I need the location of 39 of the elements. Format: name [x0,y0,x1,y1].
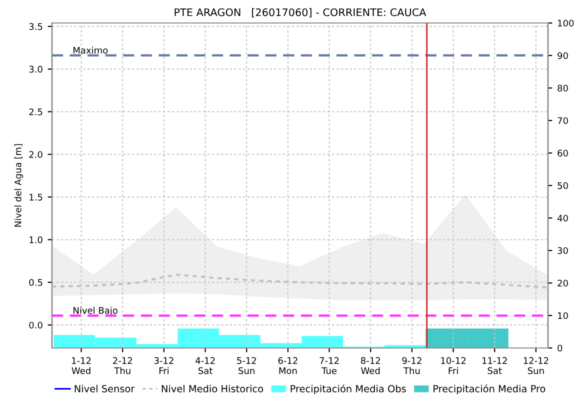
y2-tick-label: 100 [558,20,574,27]
x-tick-label: 4-12 Sat [195,357,215,374]
y-tick-label: 0.5 [29,279,42,286]
y-axis-title: Nivel del Agua [m] [14,144,24,227]
y2-tick-label: 60 [558,150,568,157]
y2-tick-label: 20 [558,280,568,287]
y2-tick-label: 80 [558,84,568,92]
x-tick-label: 2-12 Thu [113,357,132,374]
y-tick-label: 1.5 [30,194,42,201]
y2-tick-label: 0 [558,344,562,352]
ref-line-label: Maximo [74,46,108,54]
y2-tick-label: 50 [558,182,568,190]
x-tick-label: 9-12 Thu [402,357,422,374]
x-tick-label: 12-12 Sun [524,357,548,374]
x-tick-label: 8-12 Wed [360,357,380,374]
y2-tick-label: 90 [558,52,568,60]
y2-tick-label: 30 [558,247,568,254]
y-tick-label: 3.5 [29,23,42,30]
legend-label: Precipitación Media Obs [290,384,406,394]
y2-tick-label: 10 [558,312,568,320]
chart-title: PTE ARAGON [26017060] - CORRIENTE: CAUCA [174,8,426,18]
x-tick-label: 10-12 Fri [441,357,466,374]
x-tick-label: 5-12 Sun [237,357,256,374]
x-tick-label: 3-12 Fri [154,357,174,374]
y-tick-label: 1.0 [30,236,42,244]
y2-tick-label: 40 [557,214,568,222]
x-tick-label: 11-12 Sat [482,357,507,374]
y-tick-label: 3.0 [29,66,42,73]
y2-tick-label: 70 [558,117,568,124]
ref-line-label: Nivel Bajo [74,306,118,316]
y-tick-label: 2.5 [29,108,42,116]
legend-label: Precipitación Media Pro [434,384,546,394]
x-tick-label: 1-12 Wed [72,357,91,374]
y-tick-label: 2.0 [29,151,42,158]
x-tick-label: 6-12 Mon [278,357,298,374]
legend-label: Nivel Sensor [74,384,135,392]
y-tick-label: 0.0 [29,322,42,329]
x-tick-label: 7-12 Tue [320,357,339,374]
legend-label: Nivel Medio Historico [162,384,264,392]
